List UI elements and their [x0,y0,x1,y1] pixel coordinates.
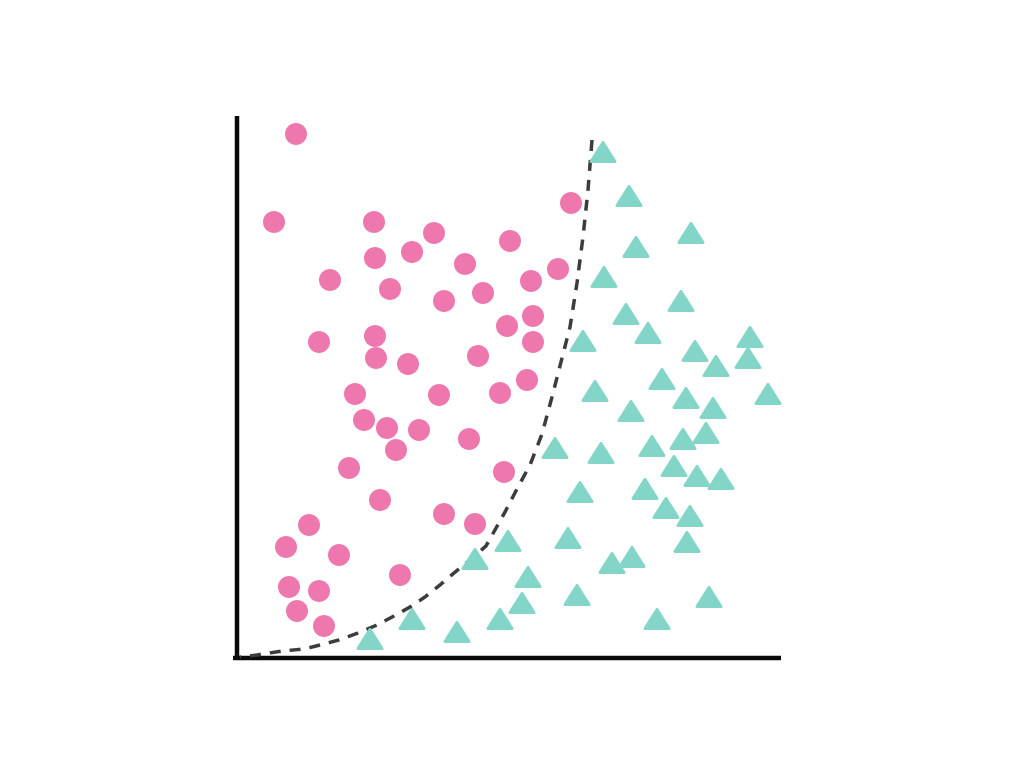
data-point-circle [365,347,387,369]
data-point-triangle [660,455,688,477]
data-point-triangle [356,628,384,650]
data-point-triangle [734,347,762,369]
data-point-triangle [581,380,609,402]
data-point-circle [364,325,386,347]
data-point-circle [520,270,542,292]
data-point-triangle [563,584,591,606]
data-point-triangle [638,435,666,457]
data-point-circle [522,331,544,353]
data-point-triangle [554,527,582,549]
data-point-triangle [669,428,697,450]
data-point-triangle [695,586,723,608]
data-point-triangle [677,222,705,244]
data-point-circle [408,419,430,441]
data-point-circle [364,247,386,269]
data-point-triangle [587,442,615,464]
data-point-circle [389,564,411,586]
data-point-triangle [486,608,514,630]
data-point-triangle [681,340,709,362]
data-point-triangle [443,621,471,643]
data-point-circle [313,615,335,637]
data-point-triangle [648,368,676,390]
data-point-circle [286,600,308,622]
data-point-circle [454,253,476,275]
data-point-circle [433,290,455,312]
data-point-circle [464,513,486,535]
data-point-triangle [514,566,542,588]
data-point-circle [433,503,455,525]
data-point-circle [467,345,489,367]
data-point-circle [376,417,398,439]
data-point-circle [263,211,285,233]
data-point-circle [472,282,494,304]
data-point-circle [285,123,307,145]
data-point-triangle [618,546,646,568]
data-point-triangle [589,141,617,163]
data-point-triangle [754,383,782,405]
data-point-triangle [617,400,645,422]
data-point-circle [328,544,350,566]
data-point-circle [319,269,341,291]
data-point-circle [363,211,385,233]
data-point-triangle [643,608,671,630]
data-point-circle [397,353,419,375]
data-point-triangle [692,422,720,444]
data-point-triangle [667,290,695,312]
data-point-triangle [494,530,522,552]
data-point-triangle [566,481,594,503]
data-point-circle [385,439,407,461]
data-point-circle [338,457,360,479]
data-point-triangle [634,322,662,344]
data-point-circle [308,580,330,602]
data-point-triangle [676,505,704,527]
data-point-triangle [569,330,597,352]
data-point-triangle [615,185,643,207]
data-point-triangle [736,326,764,348]
data-point-triangle [590,266,618,288]
data-point-triangle [683,465,711,487]
data-point-circle [522,305,544,327]
data-point-circle [516,369,538,391]
data-point-triangle [461,548,489,570]
data-point-triangle [398,608,426,630]
data-point-circle [489,382,511,404]
data-point-triangle [622,236,650,258]
data-point-triangle [673,531,701,553]
data-point-circle [428,384,450,406]
data-point-triangle [598,552,626,574]
data-point-triangle [541,437,569,459]
series-teal-triangles [356,141,782,650]
data-point-circle [493,461,515,483]
data-point-circle [275,536,297,558]
series-pink-circles [263,123,582,637]
data-point-circle [423,222,445,244]
data-point-triangle [612,303,640,325]
data-point-circle [458,428,480,450]
data-point-triangle [652,497,680,519]
data-point-triangle [707,468,735,490]
data-point-circle [379,278,401,300]
data-point-circle [308,331,330,353]
data-point-circle [496,315,518,337]
data-point-circle [353,409,375,431]
data-point-circle [369,489,391,511]
data-point-circle [499,230,521,252]
data-point-triangle [672,387,700,409]
data-point-circle [547,258,569,280]
data-point-triangle [702,355,730,377]
data-point-circle [401,241,423,263]
data-point-triangle [508,592,536,614]
data-point-circle [560,192,582,214]
data-point-triangle [631,478,659,500]
data-point-triangle [699,397,727,419]
axes-group [233,116,781,661]
data-point-circle [344,383,366,405]
data-point-circle [278,576,300,598]
data-point-circle [298,514,320,536]
